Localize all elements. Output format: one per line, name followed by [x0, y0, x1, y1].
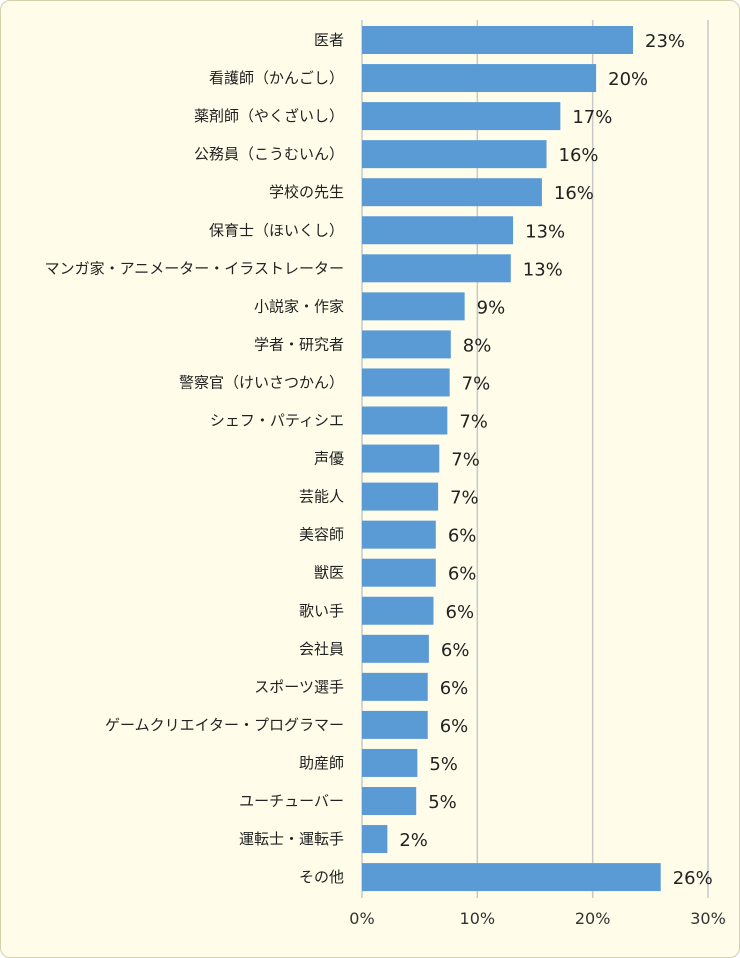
- bar: [362, 64, 597, 93]
- bar: [362, 825, 388, 854]
- value-label: 6%: [440, 678, 469, 699]
- value-label: 16%: [554, 183, 594, 204]
- value-label: 6%: [441, 640, 470, 661]
- value-label: 6%: [448, 526, 477, 547]
- bar: [362, 140, 547, 169]
- value-label: 13%: [525, 221, 565, 242]
- bar: [362, 444, 440, 473]
- bar: [362, 254, 511, 283]
- category-label: ユーチューバー: [239, 792, 344, 810]
- value-label: 7%: [462, 373, 491, 394]
- value-label: 5%: [428, 792, 457, 813]
- bar: [362, 178, 542, 207]
- category-label: 会社員: [299, 640, 344, 658]
- bar: [362, 863, 661, 892]
- category-label: 助産師: [299, 754, 344, 772]
- bar: [362, 787, 417, 815]
- bar: [362, 406, 448, 435]
- bar: [362, 216, 514, 245]
- value-label: 13%: [523, 259, 563, 280]
- bar: [362, 748, 418, 777]
- bar: [362, 482, 439, 511]
- value-label: 6%: [440, 716, 469, 737]
- category-label: 小説家・作家: [254, 297, 344, 315]
- bar: [362, 102, 561, 131]
- bar: [362, 292, 465, 321]
- category-label: 警察官（けいさつかん）: [179, 373, 344, 391]
- value-label: 9%: [477, 297, 506, 318]
- bar: [362, 330, 451, 359]
- bar: [362, 710, 428, 739]
- bar: [362, 26, 634, 54]
- value-label: 7%: [450, 488, 479, 509]
- category-label: 運転士・運転手: [239, 830, 344, 848]
- category-label: 薬剤師（やくざいし）: [194, 107, 344, 125]
- x-tick-label: 0%: [349, 909, 374, 928]
- category-label: その他: [299, 868, 344, 886]
- value-label: 16%: [559, 145, 599, 166]
- value-label: 23%: [645, 31, 685, 52]
- bar: [362, 672, 428, 701]
- x-tick-label: 10%: [460, 909, 496, 928]
- category-label: 保育士（ほいくし）: [209, 221, 344, 239]
- category-label: 歌い手: [299, 602, 344, 620]
- value-label: 2%: [399, 830, 428, 851]
- value-label: 5%: [429, 754, 458, 775]
- value-label: 17%: [572, 107, 612, 128]
- category-label: 獣医: [314, 564, 344, 582]
- category-label: 看護師（かんごし）: [209, 69, 344, 87]
- value-label: 6%: [448, 564, 477, 585]
- value-label: 6%: [446, 602, 475, 623]
- category-label: 公務員（こうむいん）: [194, 145, 344, 163]
- bar: [362, 520, 436, 549]
- label-layer: 0% 10% 20% 30% 医者 23% 看護師（かんごし） 20% 薬剤師（やくざいし） 17…: [45, 31, 726, 928]
- value-label: 8%: [463, 335, 492, 356]
- category-label: シェフ・パティシエ: [210, 412, 344, 430]
- category-label: 芸能人: [299, 488, 344, 506]
- bar: [362, 558, 436, 587]
- category-label: 美容師: [299, 526, 344, 544]
- category-label: マンガ家・アニメーター・イラストレーター: [45, 259, 344, 277]
- bar: [362, 368, 450, 397]
- value-label: 7%: [459, 412, 488, 433]
- bar: [362, 634, 429, 663]
- category-label: 医者: [314, 31, 344, 49]
- category-label: スポーツ選手: [254, 678, 344, 696]
- bar-layer: [362, 26, 661, 892]
- value-label: 26%: [673, 868, 713, 889]
- value-label: 20%: [608, 69, 648, 90]
- category-label: 学者・研究者: [254, 335, 344, 353]
- category-label: ゲームクリエイター・プログラマー: [105, 716, 344, 734]
- value-label: 7%: [451, 450, 480, 471]
- x-tick-label: 30%: [690, 909, 726, 928]
- category-label: 声優: [314, 450, 344, 468]
- bar: [362, 596, 434, 625]
- category-label: 学校の先生: [269, 183, 344, 201]
- x-tick-label: 20%: [575, 909, 611, 928]
